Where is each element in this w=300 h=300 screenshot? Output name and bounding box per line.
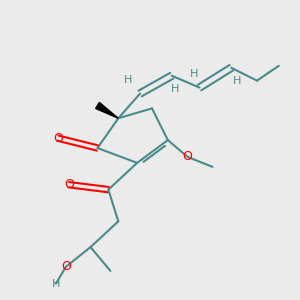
Text: O: O xyxy=(183,150,193,164)
Text: O: O xyxy=(61,260,71,273)
Text: H: H xyxy=(171,84,179,94)
Text: H: H xyxy=(52,279,60,289)
Text: O: O xyxy=(53,132,63,145)
Text: H: H xyxy=(233,76,242,86)
Text: O: O xyxy=(64,178,74,191)
Text: H: H xyxy=(189,69,198,79)
Text: H: H xyxy=(124,75,132,85)
Polygon shape xyxy=(96,102,118,118)
